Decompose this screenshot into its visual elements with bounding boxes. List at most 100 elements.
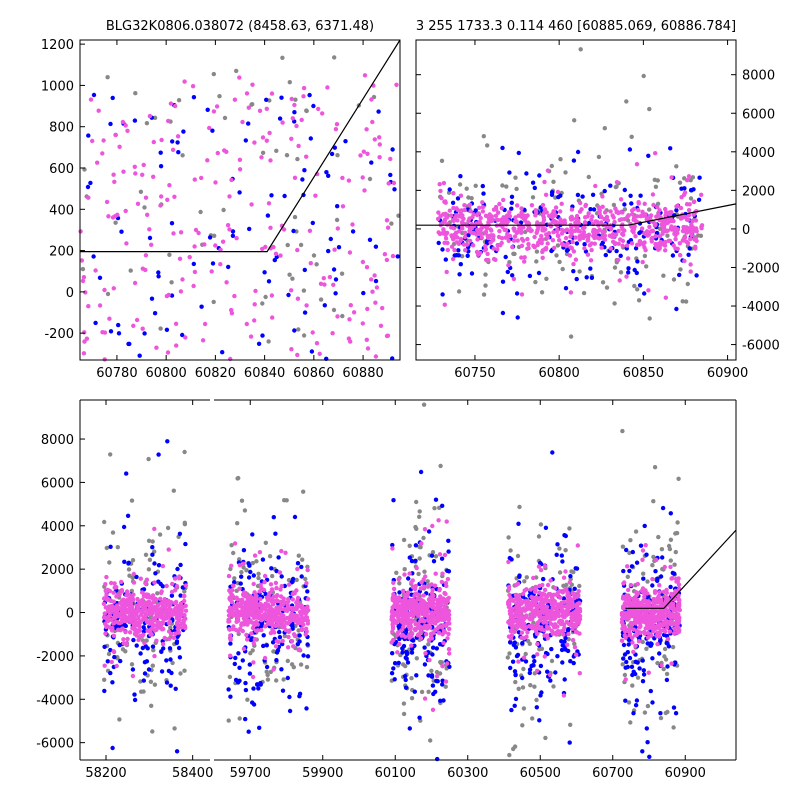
data-point-magenta (599, 214, 604, 220)
data-point-blue (333, 277, 339, 282)
data-point-gray (168, 625, 173, 630)
data-point-gray (250, 648, 255, 653)
data-point-blue (638, 193, 643, 198)
data-point-magenta (298, 616, 303, 622)
data-point-gray (296, 553, 301, 558)
data-point-gray (115, 545, 121, 550)
data-point-gray (551, 684, 556, 689)
data-point-magenta (237, 157, 243, 162)
data-point-gray (481, 292, 487, 297)
data-point-magenta (334, 122, 340, 127)
data-point-blue (426, 529, 432, 534)
data-point-gray (520, 685, 526, 690)
data-point-gray (600, 280, 606, 285)
data-point-blue (153, 571, 158, 576)
data-point-magenta (451, 191, 456, 196)
data-point-magenta (507, 598, 513, 604)
data-point-blue (335, 204, 340, 209)
data-point-magenta (632, 633, 638, 638)
data-point-magenta (639, 226, 645, 231)
data-point-gray (281, 677, 286, 682)
data-point-gray (520, 723, 525, 728)
data-point-magenta (686, 213, 692, 218)
data-point-blue (629, 664, 635, 669)
data-point-magenta (445, 636, 450, 641)
data-point-magenta (97, 303, 103, 308)
data-point-gray (456, 289, 462, 294)
data-point-magenta (191, 283, 196, 289)
data-point-magenta (141, 162, 146, 168)
data-point-blue (292, 328, 297, 333)
data-point-gray (419, 689, 425, 695)
data-point-magenta (511, 238, 517, 243)
data-point-magenta (565, 241, 570, 246)
data-point-magenta (117, 605, 122, 611)
data-point-magenta (183, 583, 189, 588)
data-point-gray (300, 557, 305, 562)
data-point-blue (138, 651, 143, 656)
data-point-magenta (250, 82, 255, 87)
data-point-magenta (544, 210, 549, 215)
data-point-magenta (192, 244, 197, 249)
data-point-magenta (390, 626, 396, 631)
data-point-magenta (649, 633, 654, 638)
data-point-magenta (580, 225, 586, 231)
data-point-magenta (503, 235, 508, 240)
data-point-magenta (589, 241, 594, 246)
data-point-magenta (540, 582, 545, 588)
data-point-magenta (111, 633, 117, 638)
data-point-magenta (410, 597, 416, 602)
data-point-gray (602, 126, 607, 131)
data-point-magenta (182, 617, 187, 622)
data-point-magenta (127, 596, 132, 601)
data-point-magenta (161, 626, 166, 632)
data-point-magenta (559, 600, 564, 605)
data-point-magenta (522, 588, 527, 593)
data-point-magenta (436, 630, 442, 635)
data-point-blue (563, 533, 568, 539)
data-point-gray (483, 272, 488, 277)
data-point-blue (465, 253, 470, 258)
data-point-magenta (292, 175, 298, 180)
data-point-gray (685, 281, 690, 287)
data-point-magenta (613, 241, 618, 246)
data-point-magenta (232, 97, 238, 102)
data-point-magenta (228, 590, 233, 595)
data-point-blue (512, 669, 518, 674)
data-point-blue (150, 644, 156, 649)
data-point-magenta (398, 604, 404, 610)
data-point-gray (668, 537, 674, 542)
data-point-magenta (494, 217, 500, 222)
data-point-magenta (279, 619, 284, 624)
data-point-magenta (304, 629, 309, 634)
data-point-gray (182, 589, 187, 594)
data-point-blue (530, 180, 536, 185)
data-point-magenta (669, 661, 674, 666)
data-point-magenta (675, 246, 680, 251)
data-point-blue (633, 703, 639, 708)
data-point-blue (618, 253, 623, 258)
data-point-magenta (557, 589, 562, 594)
data-point-magenta (487, 212, 492, 217)
data-point-gray (301, 333, 307, 338)
data-point-magenta (659, 663, 664, 668)
data-point-blue (108, 544, 113, 549)
data-point-gray (625, 574, 630, 579)
data-point-gray (642, 710, 648, 715)
data-point-magenta (467, 202, 473, 207)
data-point-magenta (430, 523, 435, 529)
data-point-blue (392, 187, 397, 192)
data-point-gray (287, 272, 292, 277)
data-point-magenta (519, 630, 525, 635)
data-point-gray (618, 270, 624, 275)
data-point-magenta (228, 356, 233, 362)
data-point-blue (648, 643, 653, 648)
data-point-blue (622, 652, 628, 657)
data-point-gray (282, 633, 288, 639)
data-point-magenta (233, 627, 239, 633)
x-tick-label: 60780 (96, 366, 137, 381)
data-point-magenta (140, 172, 145, 177)
data-point-magenta (421, 593, 426, 598)
data-point-gray (172, 726, 177, 731)
data-point-gray (242, 508, 248, 513)
